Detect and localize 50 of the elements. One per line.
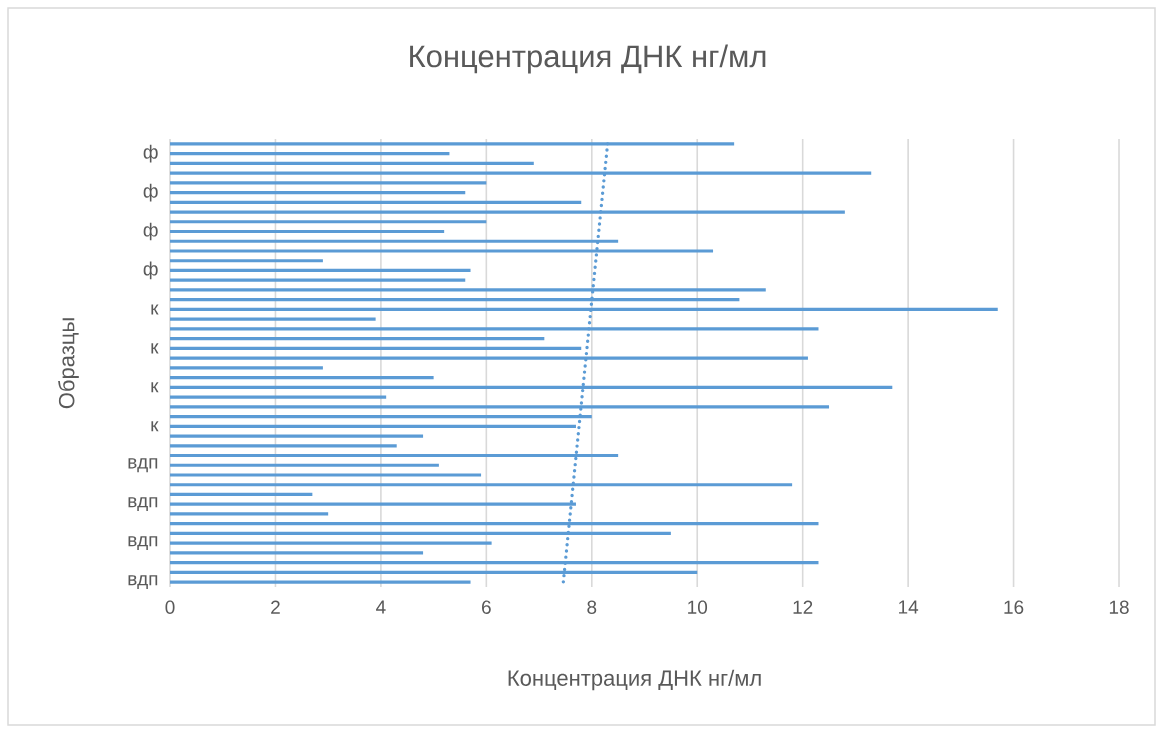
bar	[170, 551, 424, 555]
x-tick-label: 0	[165, 600, 175, 614]
bar	[170, 541, 492, 545]
bar	[170, 376, 434, 380]
bar	[170, 337, 545, 341]
x-tick-label: 16	[1004, 600, 1024, 614]
y-tick-label: ф	[143, 144, 158, 163]
y-tick-label: вдп	[128, 536, 158, 551]
bar	[170, 580, 471, 584]
y-tick-label: ф	[143, 183, 158, 202]
bar	[170, 463, 439, 467]
y-tick-label: вдп	[128, 497, 158, 512]
y-tick-label: вдп	[128, 458, 158, 473]
y-tick-label: к	[151, 304, 159, 315]
bar	[170, 259, 323, 263]
bar	[170, 473, 482, 477]
x-tick-label: 8	[587, 600, 597, 614]
y-tick-label: к	[151, 382, 159, 393]
bar	[170, 512, 329, 516]
x-tick-label: 6	[482, 600, 491, 614]
bar	[170, 200, 582, 204]
y-tick-label: к	[151, 343, 159, 354]
bar	[170, 152, 450, 156]
x-tick-label: 14	[899, 600, 919, 614]
y-tick-label: ф	[143, 222, 158, 241]
bar	[170, 268, 471, 273]
bar	[170, 492, 313, 497]
x-tick-label: 10	[688, 600, 708, 614]
y-tick-label: ф	[143, 261, 158, 280]
bar	[170, 161, 534, 165]
bar	[170, 317, 376, 321]
y-tick-label: к	[151, 421, 159, 432]
bar	[170, 181, 487, 185]
y-tick-label: вдп	[128, 575, 158, 590]
bar	[170, 434, 424, 438]
x-tick-label: 4	[376, 600, 386, 614]
bar	[170, 229, 445, 234]
x-tick-label: 18	[1109, 600, 1129, 614]
bar	[170, 395, 387, 399]
bar	[170, 366, 323, 370]
bar	[170, 190, 466, 195]
x-axis-title: Концентрация ДНК нг/мл	[508, 669, 761, 691]
x-tick-label: 2	[271, 600, 280, 614]
bar	[170, 220, 487, 224]
x-tick-label: 12	[793, 600, 813, 614]
y-axis-title: Образцы	[58, 318, 79, 409]
bar	[170, 278, 466, 282]
chart-title: Концентрация ДНК нг/мл	[410, 44, 766, 74]
bar	[170, 444, 397, 448]
bar	[170, 346, 582, 350]
